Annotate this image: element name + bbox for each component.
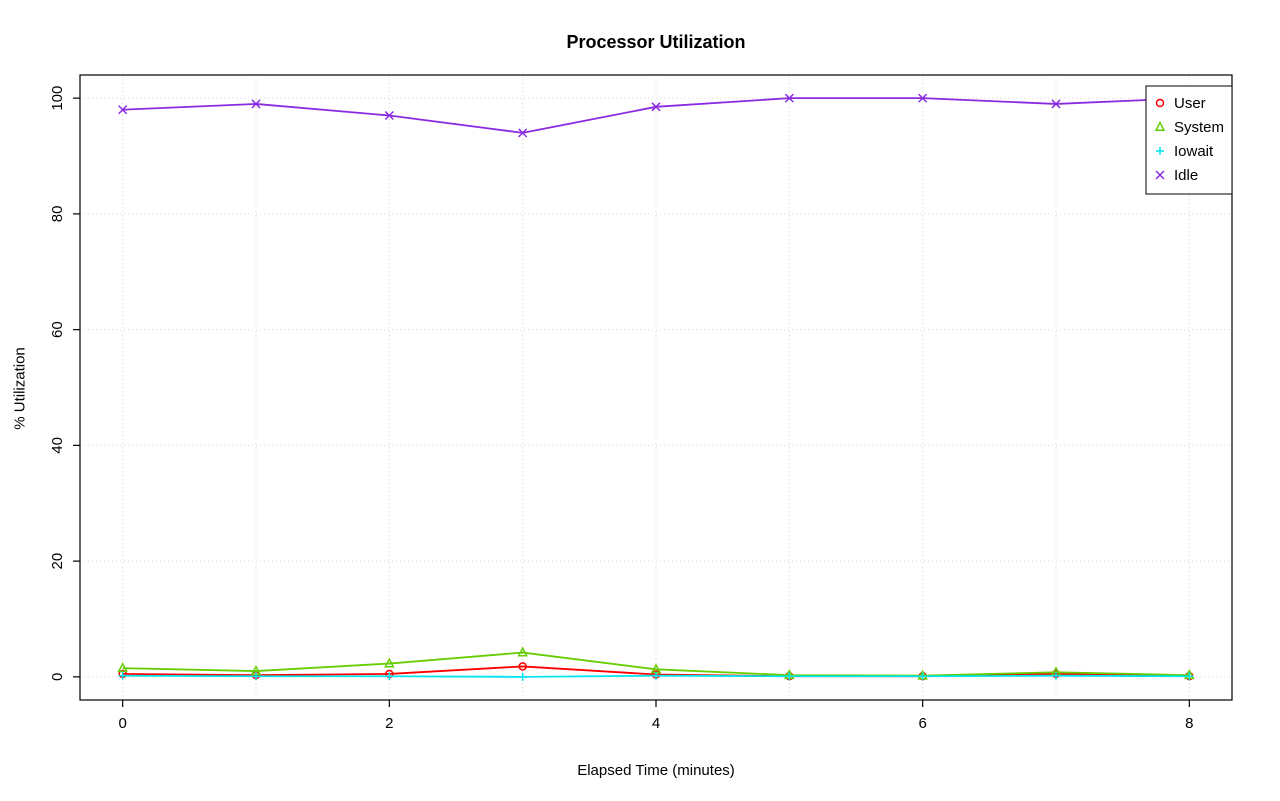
- data-point-x: [518, 128, 528, 138]
- y-tick-label: 100: [49, 86, 66, 111]
- series-line-system: [122, 651, 1190, 677]
- legend-label-user: User: [1174, 95, 1206, 112]
- x-tick-label: 2: [385, 715, 393, 732]
- x-tick-label: 6: [918, 715, 926, 732]
- data-point-x: [118, 105, 128, 115]
- data-point-x: [918, 93, 928, 103]
- y-tick-label: 60: [49, 321, 66, 338]
- x-tick-label: 0: [118, 715, 126, 732]
- data-point-triangle: [384, 657, 395, 668]
- data-point-triangle: [1154, 120, 1166, 131]
- data-point-circle: [1155, 98, 1165, 108]
- data-point-triangle: [117, 662, 128, 673]
- legend-label-iowait: Iowait: [1174, 143, 1214, 160]
- data-point-x: [1051, 99, 1061, 109]
- x-tick-label: 4: [652, 715, 660, 732]
- y-axis-label: % Utilization: [11, 347, 29, 430]
- y-tick-label: 40: [49, 437, 66, 454]
- chart-title: Processor Utilization: [566, 32, 746, 52]
- data-point-x: [384, 110, 394, 121]
- data-point-x: [1155, 170, 1165, 180]
- data-point-circle: [518, 662, 527, 671]
- data-point-x: [651, 102, 661, 112]
- x-axis-label: Elapsed Time (minutes): [577, 762, 735, 779]
- x-tick-label: 8: [1185, 715, 1193, 732]
- y-tick-label: 20: [49, 553, 66, 570]
- data-point-triangle: [517, 646, 528, 657]
- data-point-x: [251, 99, 261, 109]
- legend-label-idle: Idle: [1174, 167, 1198, 184]
- y-tick-label: 0: [49, 673, 66, 681]
- legend-label-system: System: [1174, 119, 1224, 136]
- y-tick-label: 80: [49, 206, 66, 223]
- data-point-x: [784, 93, 794, 103]
